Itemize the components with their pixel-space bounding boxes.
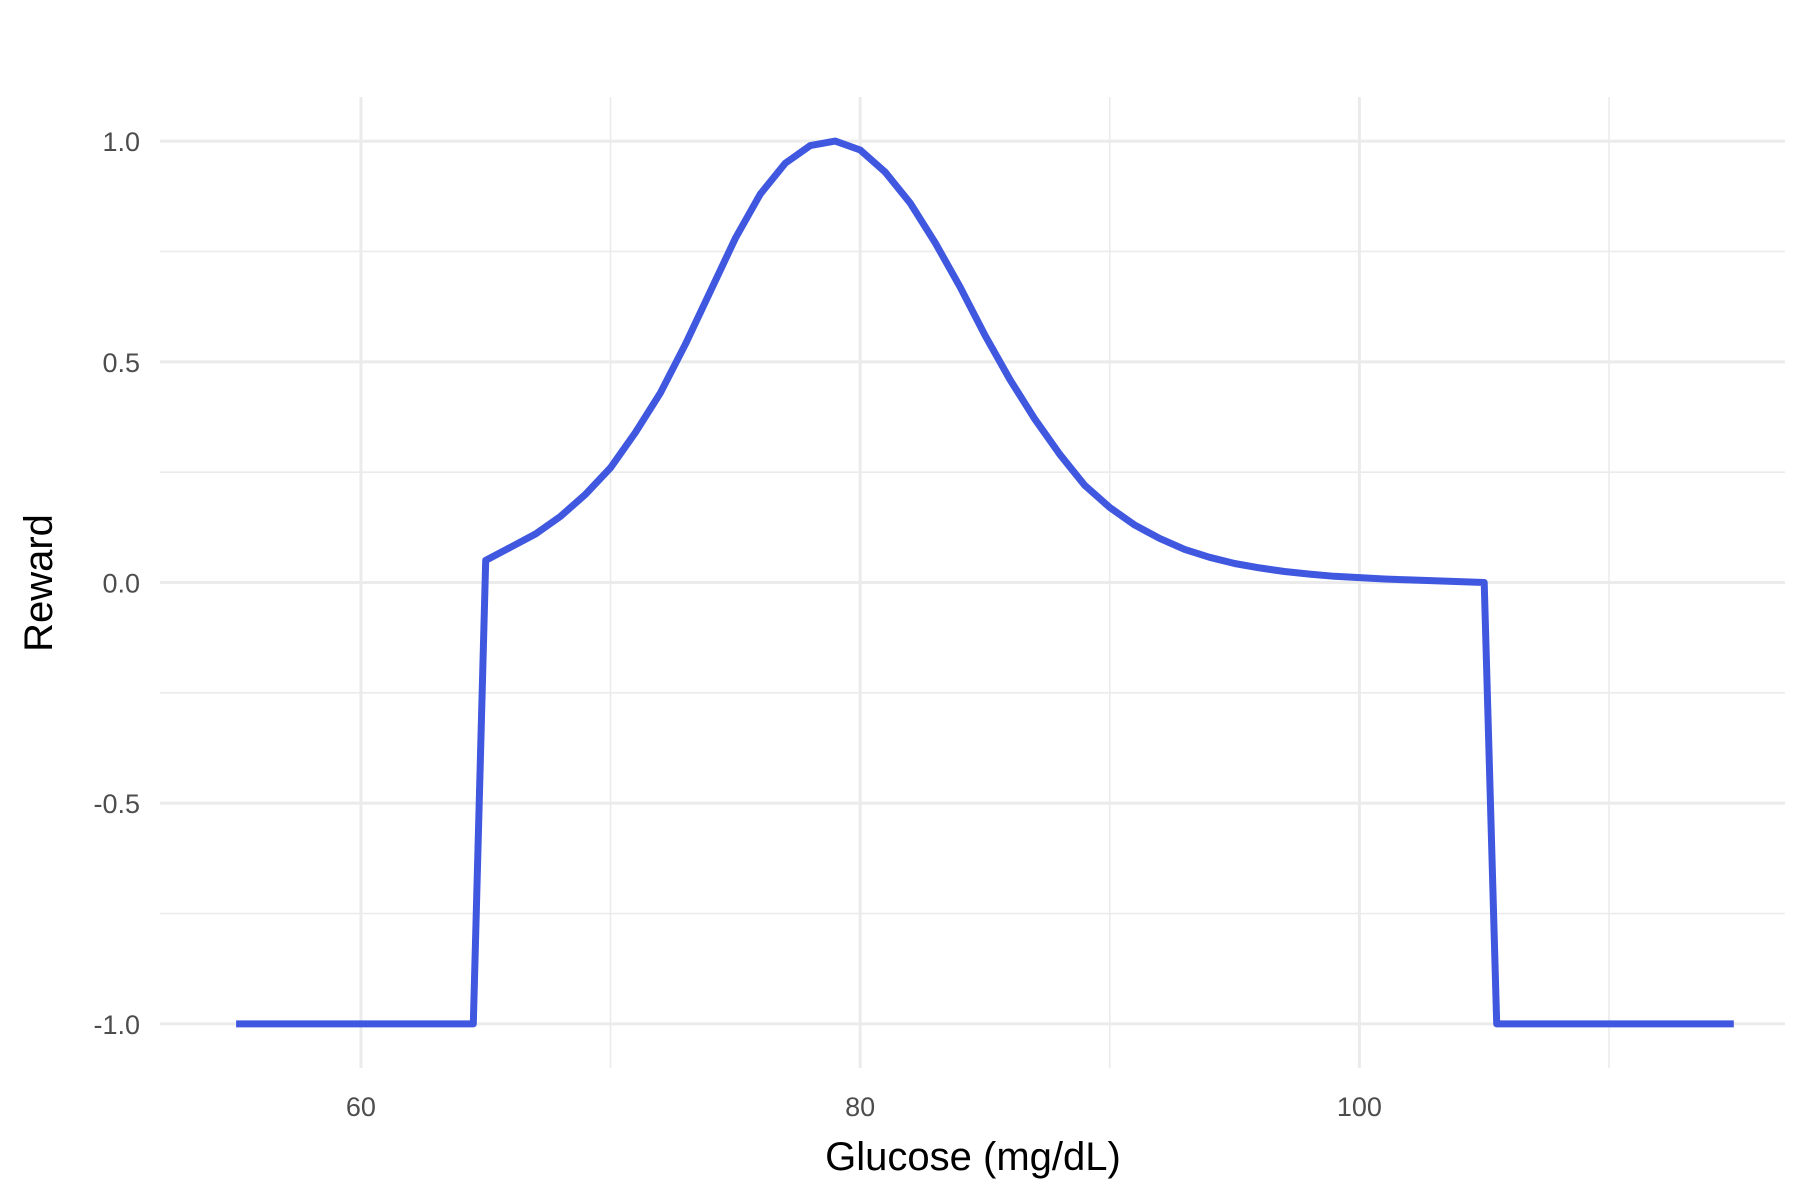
y-tick-label: 0.0: [102, 569, 140, 599]
major-gridlines: [160, 97, 1785, 1068]
x-tick-label: 60: [346, 1092, 376, 1122]
y-tick-label: -1.0: [93, 1010, 140, 1040]
y-axis-title: Reward: [17, 514, 61, 652]
y-tick-label: 0.5: [102, 348, 140, 378]
y-tick-label: -0.5: [93, 789, 140, 819]
minor-gridlines: [160, 97, 1785, 1068]
x-axis-title: Glucose (mg/dL): [825, 1135, 1121, 1179]
x-tick-label: 80: [845, 1092, 875, 1122]
y-axis-tick-labels: -1.0 -0.5 0.0 0.5 1.0: [93, 127, 140, 1040]
reward-curve-line: [236, 137, 1734, 1028]
series-layer: [236, 137, 1734, 1028]
x-axis-tick-labels: 60 80 100: [346, 1092, 1382, 1122]
y-tick-label: 1.0: [102, 127, 140, 157]
x-tick-label: 100: [1337, 1092, 1382, 1122]
